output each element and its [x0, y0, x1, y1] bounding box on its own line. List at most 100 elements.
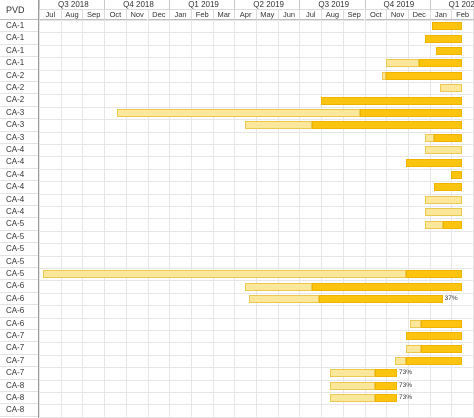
progress-bar[interactable] [431, 22, 463, 31]
row-label-column: PVD CA-1 CA-1 CA-1 CA-1 CA-2 CA-2 CA-2 CA-3 CA-3… [0, 0, 39, 418]
progress-bar[interactable] [405, 332, 463, 341]
percent-label: 73% [399, 394, 413, 402]
month-header: Dec [407, 10, 430, 20]
month-header: Sep [82, 10, 105, 20]
grid-line-horizontal [39, 292, 474, 294]
planned-bar[interactable] [425, 195, 463, 204]
progress-bar[interactable] [418, 59, 463, 68]
planned-bar[interactable] [117, 109, 361, 117]
month-header: Jan [429, 10, 452, 20]
month-header: Aug [60, 10, 83, 20]
progress-bar[interactable] [451, 171, 463, 179]
grid-line-horizontal [39, 354, 474, 356]
planned-bar[interactable] [386, 59, 419, 68]
planned-bar[interactable] [425, 208, 463, 217]
grid-line-horizontal [39, 255, 474, 257]
planned-bar[interactable] [405, 344, 421, 353]
row-label: CA-3 [0, 132, 38, 144]
row-label: CA-3 [0, 119, 38, 132]
grid-line-horizontal [39, 32, 474, 34]
row-label: CA-7 [0, 367, 38, 380]
grid-line-horizontal [39, 342, 474, 344]
row-label: CA-5 [0, 231, 38, 244]
row-label: CA-2 [0, 70, 38, 82]
progress-bar[interactable] [405, 270, 463, 279]
row-label: CA-4 [0, 181, 38, 194]
planned-bar[interactable] [245, 121, 313, 130]
progress-bar[interactable] [321, 96, 463, 105]
month-header: Aug [321, 10, 343, 20]
grid-line-horizontal [39, 268, 474, 269]
grid-line-horizontal [39, 181, 474, 183]
row-label: CA-2 [0, 82, 38, 95]
planned-bar[interactable] [329, 381, 376, 390]
row-label: CA-5 [0, 243, 38, 256]
progress-bar[interactable] [420, 344, 463, 353]
progress-bar[interactable] [386, 71, 463, 80]
grid-line-horizontal [39, 69, 474, 71]
row-label: CA-2 [0, 94, 38, 107]
grid-line-horizontal [39, 305, 474, 307]
grid-line-horizontal [39, 367, 474, 369]
progress-bar[interactable] [312, 282, 463, 291]
planned-bar[interactable] [43, 270, 406, 279]
grid-line-horizontal [39, 44, 474, 46]
progress-bar[interactable] [318, 295, 443, 303]
month-header: Dec [147, 10, 170, 20]
grid-line-horizontal [39, 416, 474, 418]
planned-bar[interactable] [440, 84, 463, 93]
month-header: Oct [104, 10, 126, 20]
progress-bar[interactable] [433, 183, 463, 192]
grid-line-horizontal [39, 230, 474, 232]
progress-bar[interactable] [420, 319, 463, 328]
percent-label: 73% [399, 381, 413, 389]
progress-bar[interactable] [425, 34, 463, 43]
grid-line-horizontal [39, 94, 474, 96]
row-label: CA-4 [0, 156, 38, 169]
row-label: CA-4 [0, 144, 38, 157]
planned-bar[interactable] [329, 394, 376, 403]
progress-bar[interactable] [433, 133, 463, 142]
planned-bar[interactable] [394, 357, 406, 365]
progress-bar[interactable] [312, 121, 463, 130]
grid-line-horizontal [39, 218, 474, 220]
planned-bar[interactable] [410, 319, 421, 328]
planned-bar[interactable] [329, 369, 376, 378]
grid-line-horizontal [39, 144, 474, 145]
month-header: Jan [169, 10, 191, 20]
progress-bar[interactable] [405, 357, 463, 365]
grid-line-horizontal [39, 330, 474, 331]
progress-bar[interactable] [375, 381, 398, 390]
row-label: CA-8 [0, 380, 38, 392]
progress-bar[interactable] [405, 158, 463, 167]
month-header: Feb [451, 10, 473, 20]
progress-bar[interactable] [360, 109, 463, 117]
planned-bar[interactable] [425, 133, 434, 142]
row-label: CA-8 [0, 392, 38, 405]
progress-bar[interactable] [436, 47, 463, 55]
planned-bar[interactable] [425, 146, 463, 155]
label-column-header: PVD [0, 0, 38, 20]
planned-bar[interactable] [425, 220, 443, 229]
planned-bar[interactable] [245, 282, 313, 291]
grid-line-horizontal [39, 156, 474, 158]
progress-bar[interactable] [375, 394, 398, 403]
row-label: CA-5 [0, 268, 38, 281]
grid-line-horizontal [39, 317, 474, 319]
row-label: CA-5 [0, 256, 38, 268]
progress-bar[interactable] [442, 220, 463, 229]
progress-bar[interactable] [375, 369, 398, 378]
quarter-header: Q1 2020 [429, 0, 474, 10]
row-label: CA-3 [0, 107, 38, 120]
timeline-area: Q3 2018 Q4 2018 Q1 2019 Q2 2019 Q3 2019 Q4 20… [39, 0, 474, 418]
quarter-header: Q3 2018 [39, 0, 105, 10]
row-label: CA-7 [0, 342, 38, 355]
row-label: CA-7 [0, 330, 38, 343]
row-label: CA-1 [0, 20, 38, 33]
planned-bar[interactable] [249, 295, 319, 303]
planned-bar[interactable] [381, 71, 387, 80]
month-header: Jun [277, 10, 300, 20]
row-label: CA-8 [0, 404, 38, 417]
row-label: CA-6 [0, 318, 38, 330]
